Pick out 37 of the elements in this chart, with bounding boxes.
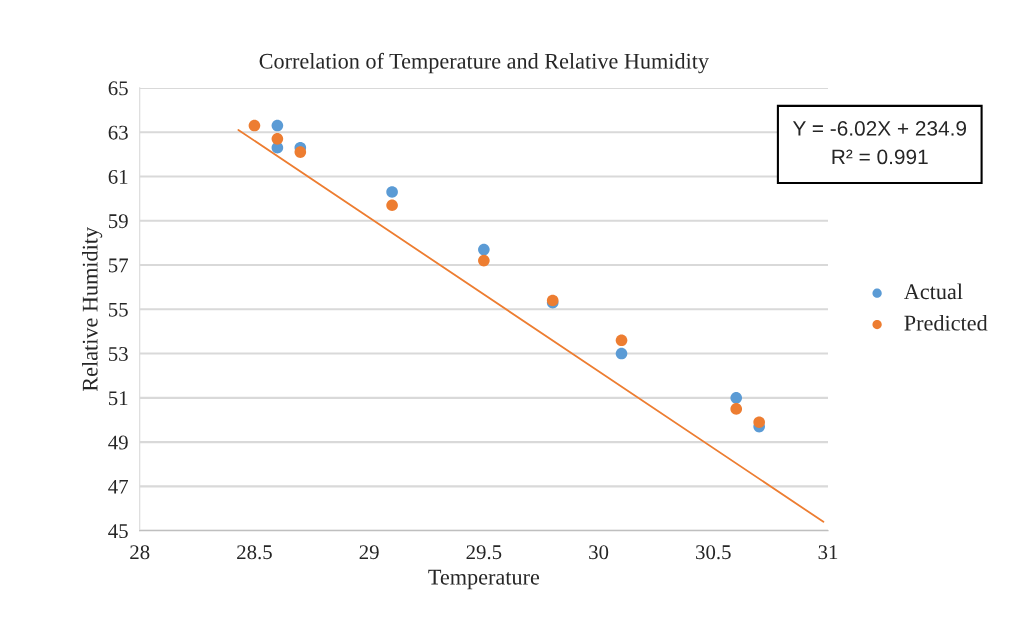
- legend-label: Predicted: [904, 314, 988, 331]
- point: [271, 119, 284, 132]
- y-tick-label: 63: [108, 125, 128, 140]
- y-tick-label: 65: [108, 81, 128, 96]
- point: [730, 392, 743, 404]
- x-tick-label: 29: [359, 545, 379, 560]
- point: [386, 186, 398, 198]
- point: [294, 146, 307, 158]
- point: [386, 199, 398, 212]
- y-tick-label: 49: [108, 435, 128, 450]
- point: [753, 416, 765, 428]
- x-tick-label: 28.5: [237, 545, 272, 560]
- x-tick-label: 29.5: [466, 545, 502, 560]
- legend-label: Actual: [903, 283, 963, 300]
- y-axis-title: Relative Humidity: [82, 226, 103, 392]
- point: [478, 243, 490, 256]
- point: [478, 254, 490, 267]
- point: [248, 119, 261, 132]
- point: [730, 403, 743, 415]
- x-tick-label: 31: [818, 545, 838, 560]
- y-tick-label: 47: [108, 479, 129, 494]
- y-tick-label: 61: [108, 169, 128, 184]
- y-tick-label: 57: [108, 258, 129, 273]
- y-tick-label: 51: [108, 391, 128, 406]
- x-tick-label: 30: [589, 545, 609, 560]
- point: [615, 334, 628, 347]
- x-tick-label: 30.5: [696, 545, 731, 560]
- point: [271, 133, 284, 145]
- chart-title: Correlation of Temperature and Relative Humidity: [259, 52, 709, 74]
- x-tick-label: 28: [130, 545, 150, 560]
- annotation: Y = -6.02X + 234.9 R² = 0.991: [792, 121, 967, 165]
- y-tick-label: 59: [108, 214, 128, 229]
- y-tick-label: 55: [108, 302, 128, 317]
- y-tick-label: 53: [108, 347, 128, 361]
- x-axis-title: Temperature: [428, 569, 540, 590]
- point: [615, 347, 628, 360]
- y-tick-label: 45: [108, 524, 128, 539]
